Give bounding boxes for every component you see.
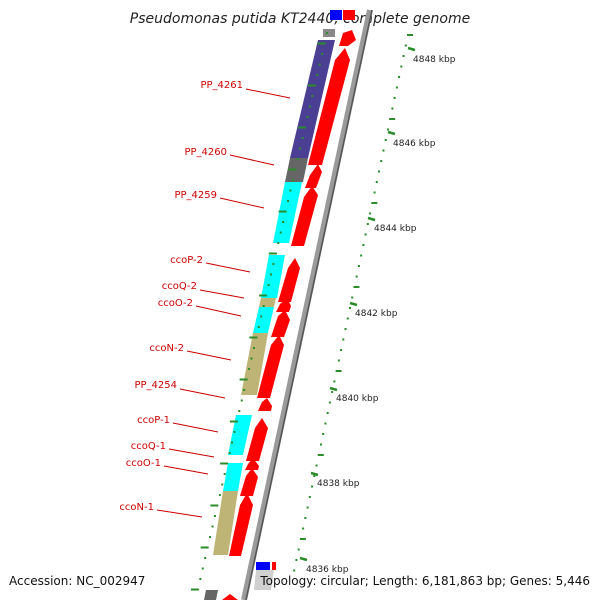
gene-blue-top [330, 10, 342, 20]
gene-leader-line [179, 388, 226, 399]
cds-arrow [245, 458, 259, 470]
gene-grey-top [323, 29, 335, 37]
cds-arrow [276, 298, 291, 312]
gene-olive [241, 333, 268, 395]
cds-arrow [258, 398, 272, 411]
topology-text: Topology: circular; Length: 6,181,863 bp… [260, 574, 590, 588]
outer-tick-marks [293, 34, 413, 572]
cds-arrow [339, 30, 356, 46]
scale-tick [407, 46, 416, 52]
gene-cyan [261, 255, 285, 298]
gene-labels: PP_4261 PP_4260 PP_4259 ccoP-2 ccoQ-2 ccoO-2 c… [119, 80, 291, 518]
gene-label: PP_4260 [184, 147, 227, 158]
scale-tick [310, 471, 319, 477]
gene-label: ccoN-1 [119, 502, 154, 513]
accession-text: Accession: NC_002947 [9, 574, 146, 588]
map-title: Pseudomonas putida KT2440, complete geno… [130, 11, 470, 27]
gene-leader-line [195, 305, 242, 317]
gene-label: PP_4259 [174, 190, 217, 201]
cds-arrow [257, 335, 284, 398]
scale-label: 4848 kbp [413, 55, 456, 65]
cds-arrow [278, 258, 300, 302]
scale-labels: 4848 kbp 4846 kbp 4844 kbp 4842 kbp 4840 kbp… [299, 46, 456, 575]
cds-arrow [222, 594, 238, 600]
gene-dark [285, 158, 308, 182]
gene-label: ccoQ-2 [162, 281, 197, 292]
scale-label: 4840 kbp [336, 394, 379, 404]
scale-label: 4846 kbp [393, 139, 436, 149]
gene-label: ccoQ-1 [131, 441, 166, 452]
cds-arrow [271, 310, 290, 337]
cds-arrow [229, 493, 253, 556]
scale-label: 4842 kbp [355, 309, 398, 319]
inner-tick-marks [190, 32, 328, 591]
gene-label: PP_4254 [134, 380, 177, 391]
gene-dark [204, 590, 218, 600]
gene-leader-line [199, 289, 245, 299]
gene-label: ccoN-2 [149, 343, 184, 354]
scale-tick [367, 216, 376, 222]
gene-label: PP_4261 [200, 80, 243, 91]
genome-backbone [241, 9, 373, 600]
gene-leader-line [186, 350, 232, 361]
gene-leader-line [229, 154, 275, 166]
scale-label: 4838 kbp [317, 479, 360, 489]
gene-olive [213, 491, 238, 555]
scale-label: 4836 kbp [306, 565, 349, 575]
gene-label: ccoP-2 [170, 255, 203, 266]
cds-arrow [240, 468, 258, 496]
gene-leader-line [172, 422, 219, 433]
gene-olive [259, 298, 276, 307]
gene-leader-line [163, 465, 209, 475]
gene-cyan [253, 307, 274, 333]
cds-arrow [246, 418, 268, 461]
scale-tick [299, 556, 308, 562]
gene-label: ccoP-1 [137, 415, 170, 426]
cds-forward-track [222, 30, 356, 600]
scale-label: 4844 kbp [374, 224, 417, 234]
gene-blue [256, 562, 270, 570]
gene-red-small [272, 562, 276, 570]
gene-leader-line [219, 197, 265, 209]
gene-cyan [273, 182, 302, 243]
cds-arrow [305, 164, 322, 188]
gene-leader-line [245, 88, 291, 99]
genome-backbone-edge [245, 9, 373, 600]
gene-red-top [343, 10, 355, 20]
scale-tick [387, 130, 396, 136]
gene-leader-line [156, 509, 203, 518]
gene-leader-line [168, 448, 215, 458]
gene-leader-line [205, 262, 251, 273]
gene-cyan [228, 415, 252, 455]
gene-label: ccoO-1 [126, 458, 161, 469]
cds-arrow [308, 48, 350, 165]
inner-gene-track [204, 40, 335, 600]
cds-arrow [291, 186, 318, 246]
scale-tick [329, 386, 338, 392]
gene-cyan [223, 463, 243, 491]
scale-tick [349, 301, 358, 307]
gene-grey [254, 570, 274, 590]
gene-label: ccoO-2 [158, 298, 193, 309]
